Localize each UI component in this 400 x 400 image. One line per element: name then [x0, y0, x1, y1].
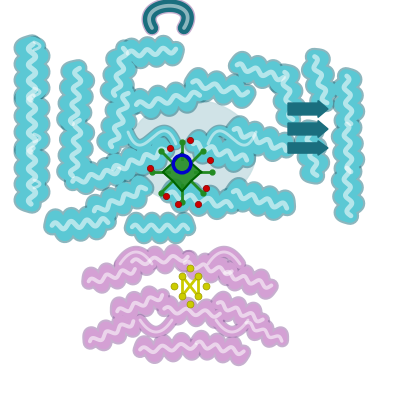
FancyArrow shape: [288, 141, 328, 155]
FancyArrow shape: [288, 121, 328, 137]
Polygon shape: [163, 153, 201, 191]
Ellipse shape: [128, 100, 256, 204]
FancyArrow shape: [288, 100, 328, 118]
